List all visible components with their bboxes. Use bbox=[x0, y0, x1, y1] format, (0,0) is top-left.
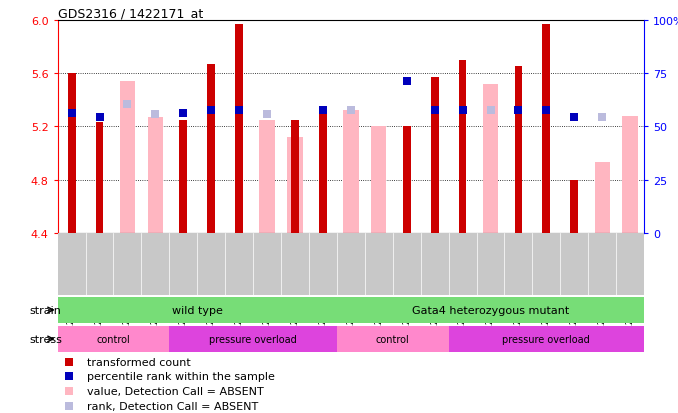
Bar bbox=[207, 64, 215, 233]
Bar bbox=[148, 118, 163, 233]
Text: percentile rank within the sample: percentile rank within the sample bbox=[87, 371, 275, 381]
Bar bbox=[595, 163, 610, 233]
Bar bbox=[291, 120, 299, 233]
Text: pressure overload: pressure overload bbox=[210, 334, 297, 344]
Text: wild type: wild type bbox=[172, 305, 222, 315]
Bar bbox=[515, 67, 522, 233]
Text: Gata4 heterozygous mutant: Gata4 heterozygous mutant bbox=[412, 305, 569, 315]
Bar bbox=[458, 61, 466, 233]
FancyBboxPatch shape bbox=[449, 326, 644, 352]
Bar bbox=[235, 25, 243, 233]
FancyBboxPatch shape bbox=[337, 326, 449, 352]
Text: GDS2316 / 1422171_at: GDS2316 / 1422171_at bbox=[58, 7, 203, 19]
Bar bbox=[287, 138, 302, 233]
Text: transformed count: transformed count bbox=[87, 357, 191, 367]
FancyBboxPatch shape bbox=[337, 297, 644, 323]
Text: stress: stress bbox=[30, 334, 62, 344]
Bar bbox=[96, 123, 104, 233]
Bar bbox=[260, 120, 275, 233]
Bar bbox=[371, 127, 386, 233]
Text: pressure overload: pressure overload bbox=[502, 334, 591, 344]
Text: value, Detection Call = ABSENT: value, Detection Call = ABSENT bbox=[87, 386, 264, 396]
Bar bbox=[343, 111, 359, 233]
Bar bbox=[542, 25, 551, 233]
FancyBboxPatch shape bbox=[170, 326, 337, 352]
Bar bbox=[120, 82, 135, 233]
FancyBboxPatch shape bbox=[58, 326, 170, 352]
Text: control: control bbox=[376, 334, 410, 344]
FancyBboxPatch shape bbox=[58, 297, 337, 323]
Bar bbox=[319, 111, 327, 233]
Bar bbox=[622, 116, 638, 233]
Bar bbox=[570, 180, 578, 233]
Text: rank, Detection Call = ABSENT: rank, Detection Call = ABSENT bbox=[87, 401, 258, 411]
Bar bbox=[180, 120, 187, 233]
Bar bbox=[483, 85, 498, 233]
Bar bbox=[431, 78, 439, 233]
Text: strain: strain bbox=[30, 305, 62, 315]
Bar bbox=[68, 74, 75, 233]
Bar bbox=[403, 127, 411, 233]
Text: control: control bbox=[96, 334, 130, 344]
